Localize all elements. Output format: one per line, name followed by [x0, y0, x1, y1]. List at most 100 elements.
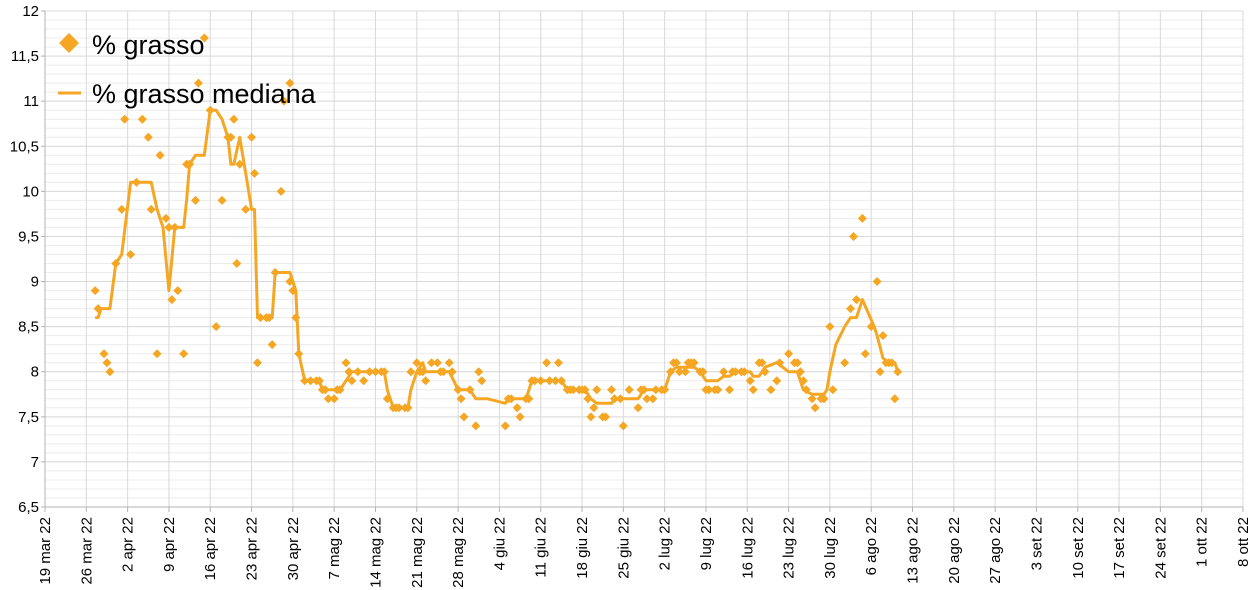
data-point: [474, 367, 484, 377]
data-point: [418, 367, 428, 377]
data-point: [99, 349, 109, 359]
data-point: [660, 385, 670, 395]
y-tick-label: 9: [31, 274, 39, 291]
data-point: [500, 421, 510, 431]
data-point: [279, 96, 289, 106]
data-point: [887, 358, 897, 368]
legend-label-grasso: % grasso: [92, 30, 205, 60]
legend: % grasso % grasso mediana: [58, 30, 317, 109]
data-point: [846, 304, 856, 314]
data-point: [167, 295, 177, 305]
data-point: [173, 286, 183, 296]
data-point: [347, 376, 357, 386]
data-point: [453, 385, 463, 395]
data-point: [226, 132, 236, 142]
data-point: [264, 313, 274, 323]
y-tick-label: 7,5: [18, 409, 39, 426]
legend-label-mediana: % grasso mediana: [92, 79, 317, 109]
x-tick-label: 27 ago 22: [987, 517, 1004, 584]
y-tick-label: 6,5: [18, 499, 39, 516]
data-point: [427, 358, 437, 368]
data-point: [120, 114, 130, 124]
data-point: [471, 421, 481, 431]
data-point: [131, 177, 141, 187]
data-point: [161, 213, 171, 223]
data-point: [344, 367, 354, 377]
data-point: [126, 249, 136, 259]
data-point: [866, 322, 876, 332]
data-point: [199, 33, 209, 43]
data-point: [772, 376, 782, 386]
data-point: [545, 376, 555, 386]
data-point: [432, 358, 442, 368]
x-tick-label: 2 lug 22: [657, 517, 674, 570]
data-point: [583, 394, 593, 404]
data-point: [849, 231, 859, 241]
x-tick-label: 23 apr 22: [244, 517, 261, 580]
data-point: [536, 376, 546, 386]
data-point: [477, 376, 487, 386]
x-tick-label: 9 apr 22: [161, 517, 178, 572]
data-point: [601, 412, 611, 422]
data-point: [719, 367, 729, 377]
x-tick-label: 19 mar 22: [37, 517, 54, 585]
y-tick-label: 8,5: [18, 319, 39, 336]
data-point: [757, 358, 767, 368]
data-point: [235, 159, 245, 169]
x-tick-label: 25 giu 22: [615, 517, 632, 579]
data-point: [766, 385, 776, 395]
x-tick-label: 16 apr 22: [202, 517, 219, 580]
y-tick-label: 11,5: [11, 48, 39, 65]
data-point: [146, 204, 156, 214]
x-tick-label: 21 mag 22: [409, 517, 426, 588]
data-point: [359, 376, 369, 386]
data-point: [550, 376, 560, 386]
data-point: [704, 385, 714, 395]
data-point: [444, 358, 454, 368]
data-point: [542, 358, 552, 368]
x-tick-label: 28 mag 22: [450, 517, 467, 588]
data-point: [365, 367, 375, 377]
data-point: [851, 295, 861, 305]
data-point: [353, 367, 363, 377]
data-point: [152, 349, 162, 359]
data-point: [111, 259, 121, 269]
data-point: [674, 367, 684, 377]
y-axis-ticks: 6,5 7 7,5 8 8,5 9 9,5 10 10,5 11 11,5 12: [10, 3, 39, 516]
x-tick-label: 8 ott 22: [1235, 517, 1252, 567]
data-point: [370, 367, 380, 377]
x-tick-label: 3 set 22: [1028, 517, 1045, 570]
data-point: [276, 186, 286, 196]
data-point: [872, 277, 882, 287]
data-point: [893, 367, 903, 377]
data-point: [252, 358, 262, 368]
data-point: [615, 394, 625, 404]
data-point: [193, 78, 203, 88]
y-tick-label: 11: [23, 93, 39, 110]
y-tick-label: 7: [31, 454, 39, 471]
data-point: [412, 358, 422, 368]
data-point: [810, 403, 820, 413]
data-point: [524, 394, 534, 404]
data-point: [179, 349, 189, 359]
data-point: [190, 195, 200, 205]
data-point: [648, 394, 658, 404]
data-point: [739, 367, 749, 377]
data-point: [379, 367, 389, 377]
x-tick-label: 7 mag 22: [326, 517, 343, 580]
data-point: [589, 403, 599, 413]
data-point: [341, 358, 351, 368]
data-point: [825, 322, 835, 332]
data-point: [586, 412, 596, 422]
x-tick-label: 16 lug 22: [739, 517, 756, 579]
x-tick-label: 20 ago 22: [946, 517, 963, 584]
data-point: [730, 367, 740, 377]
data-point: [382, 394, 392, 404]
data-point: [205, 105, 215, 115]
data-point: [633, 403, 643, 413]
x-tick-label: 17 set 22: [1111, 517, 1128, 579]
data-point: [232, 259, 242, 269]
data-point: [666, 367, 676, 377]
x-tick-label: 1 ott 22: [1194, 517, 1211, 567]
data-point: [403, 403, 413, 413]
